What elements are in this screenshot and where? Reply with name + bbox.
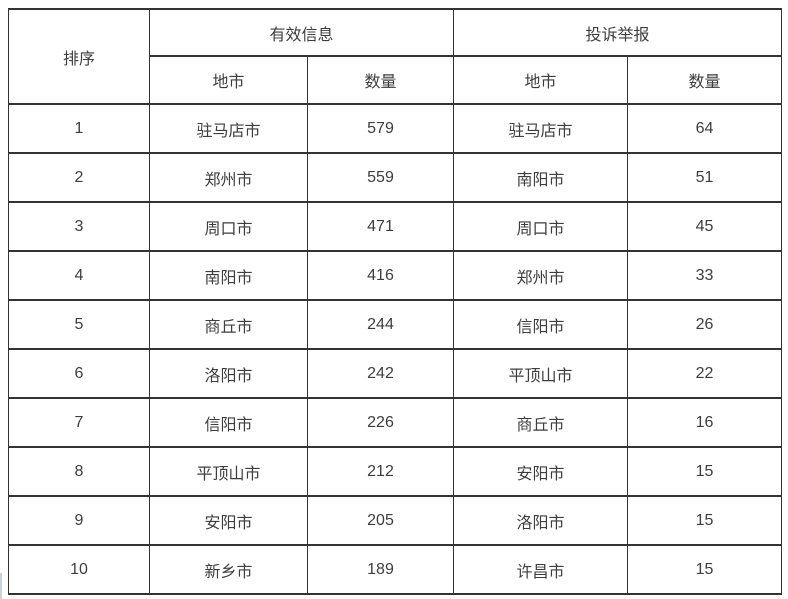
valid-count-cell: 471 (306, 201, 455, 252)
rank-cell: 7 (8, 397, 150, 448)
valid-count-cell: 579 (306, 103, 455, 154)
complaint-city-cell: 南阳市 (453, 152, 629, 203)
table-row: 9 安阳市 205 洛阳市 15 (8, 495, 783, 546)
table-row: 8 平顶山市 212 安阳市 15 (8, 446, 783, 497)
ranking-table: 排序 有效信息 投诉举报 地市 数量 地市 数量 1 驻马店市 579 驻马店市 (8, 8, 783, 595)
header-valid-city: 地市 (149, 55, 308, 105)
complaint-count-cell: 33 (627, 250, 783, 301)
complaint-city-cell: 洛阳市 (453, 495, 629, 546)
header-complaint-count: 数量 (627, 55, 783, 105)
table-row: 6 洛阳市 242 平顶山市 22 (8, 348, 783, 399)
table-header: 排序 有效信息 投诉举报 地市 数量 地市 数量 (8, 8, 783, 105)
complaint-city-cell: 周口市 (453, 201, 629, 252)
complaint-city-cell: 安阳市 (453, 446, 629, 497)
valid-count-cell: 244 (306, 299, 455, 350)
valid-count-cell: 242 (306, 348, 455, 399)
valid-city-cell: 商丘市 (149, 299, 308, 350)
complaint-city-cell: 商丘市 (453, 397, 629, 448)
table-row: 4 南阳市 416 郑州市 33 (8, 250, 783, 301)
valid-city-cell: 周口市 (149, 201, 308, 252)
valid-city-cell: 安阳市 (149, 495, 308, 546)
rank-cell: 3 (8, 201, 150, 252)
complaint-city-cell: 信阳市 (453, 299, 629, 350)
table-row: 3 周口市 471 周口市 45 (8, 201, 783, 252)
complaint-city-cell: 郑州市 (453, 250, 629, 301)
rank-cell: 5 (8, 299, 150, 350)
valid-count-cell: 559 (306, 152, 455, 203)
valid-count-cell: 416 (306, 250, 455, 301)
valid-city-cell: 驻马店市 (149, 103, 308, 154)
complaint-city-cell: 许昌市 (453, 544, 629, 595)
table-row: 2 郑州市 559 南阳市 51 (8, 152, 783, 203)
complaint-count-cell: 51 (627, 152, 783, 203)
rank-cell: 6 (8, 348, 150, 399)
header-rank: 排序 (8, 8, 150, 105)
table-body: 1 驻马店市 579 驻马店市 64 2 郑州市 559 南阳市 51 3 周口… (8, 103, 783, 595)
valid-city-cell: 洛阳市 (149, 348, 308, 399)
rank-cell: 2 (8, 152, 150, 203)
header-complaint-city: 地市 (453, 55, 629, 105)
table-row: 1 驻马店市 579 驻马店市 64 (8, 103, 783, 154)
valid-city-cell: 郑州市 (149, 152, 308, 203)
header-valid-info-group: 有效信息 (148, 8, 455, 57)
complaint-count-cell: 15 (627, 446, 783, 497)
rank-cell: 4 (8, 250, 150, 301)
complaint-count-cell: 16 (627, 397, 783, 448)
valid-count-cell: 205 (306, 495, 455, 546)
ranking-table-container: 排序 有效信息 投诉举报 地市 数量 地市 数量 1 驻马店市 579 驻马店市 (8, 8, 783, 595)
table-row: 5 商丘市 244 信阳市 26 (8, 299, 783, 350)
valid-city-cell: 新乡市 (149, 544, 308, 595)
valid-city-cell: 南阳市 (149, 250, 308, 301)
valid-count-cell: 226 (306, 397, 455, 448)
complaint-count-cell: 64 (627, 103, 783, 154)
complaint-city-cell: 驻马店市 (453, 103, 629, 154)
complaint-count-cell: 15 (627, 544, 783, 595)
page-edge-artifact (0, 573, 2, 599)
complaint-count-cell: 15 (627, 495, 783, 546)
rank-cell: 10 (8, 544, 150, 595)
header-complaints-group: 投诉举报 (453, 8, 783, 57)
valid-count-cell: 212 (306, 446, 455, 497)
complaint-count-cell: 22 (627, 348, 783, 399)
table-row: 10 新乡市 189 许昌市 15 (8, 544, 783, 595)
rank-cell: 9 (8, 495, 150, 546)
header-sub-row: 地市 数量 地市 数量 (9, 55, 783, 105)
table-row: 7 信阳市 226 商丘市 16 (8, 397, 783, 448)
rank-cell: 1 (8, 103, 150, 154)
valid-city-cell: 信阳市 (149, 397, 308, 448)
header-group-row: 排序 有效信息 投诉举报 (8, 8, 783, 105)
complaint-count-cell: 26 (627, 299, 783, 350)
complaint-city-cell: 平顶山市 (453, 348, 629, 399)
complaint-count-cell: 45 (627, 201, 783, 252)
header-valid-count: 数量 (306, 55, 455, 105)
valid-count-cell: 189 (306, 544, 455, 595)
valid-city-cell: 平顶山市 (149, 446, 308, 497)
rank-cell: 8 (8, 446, 150, 497)
